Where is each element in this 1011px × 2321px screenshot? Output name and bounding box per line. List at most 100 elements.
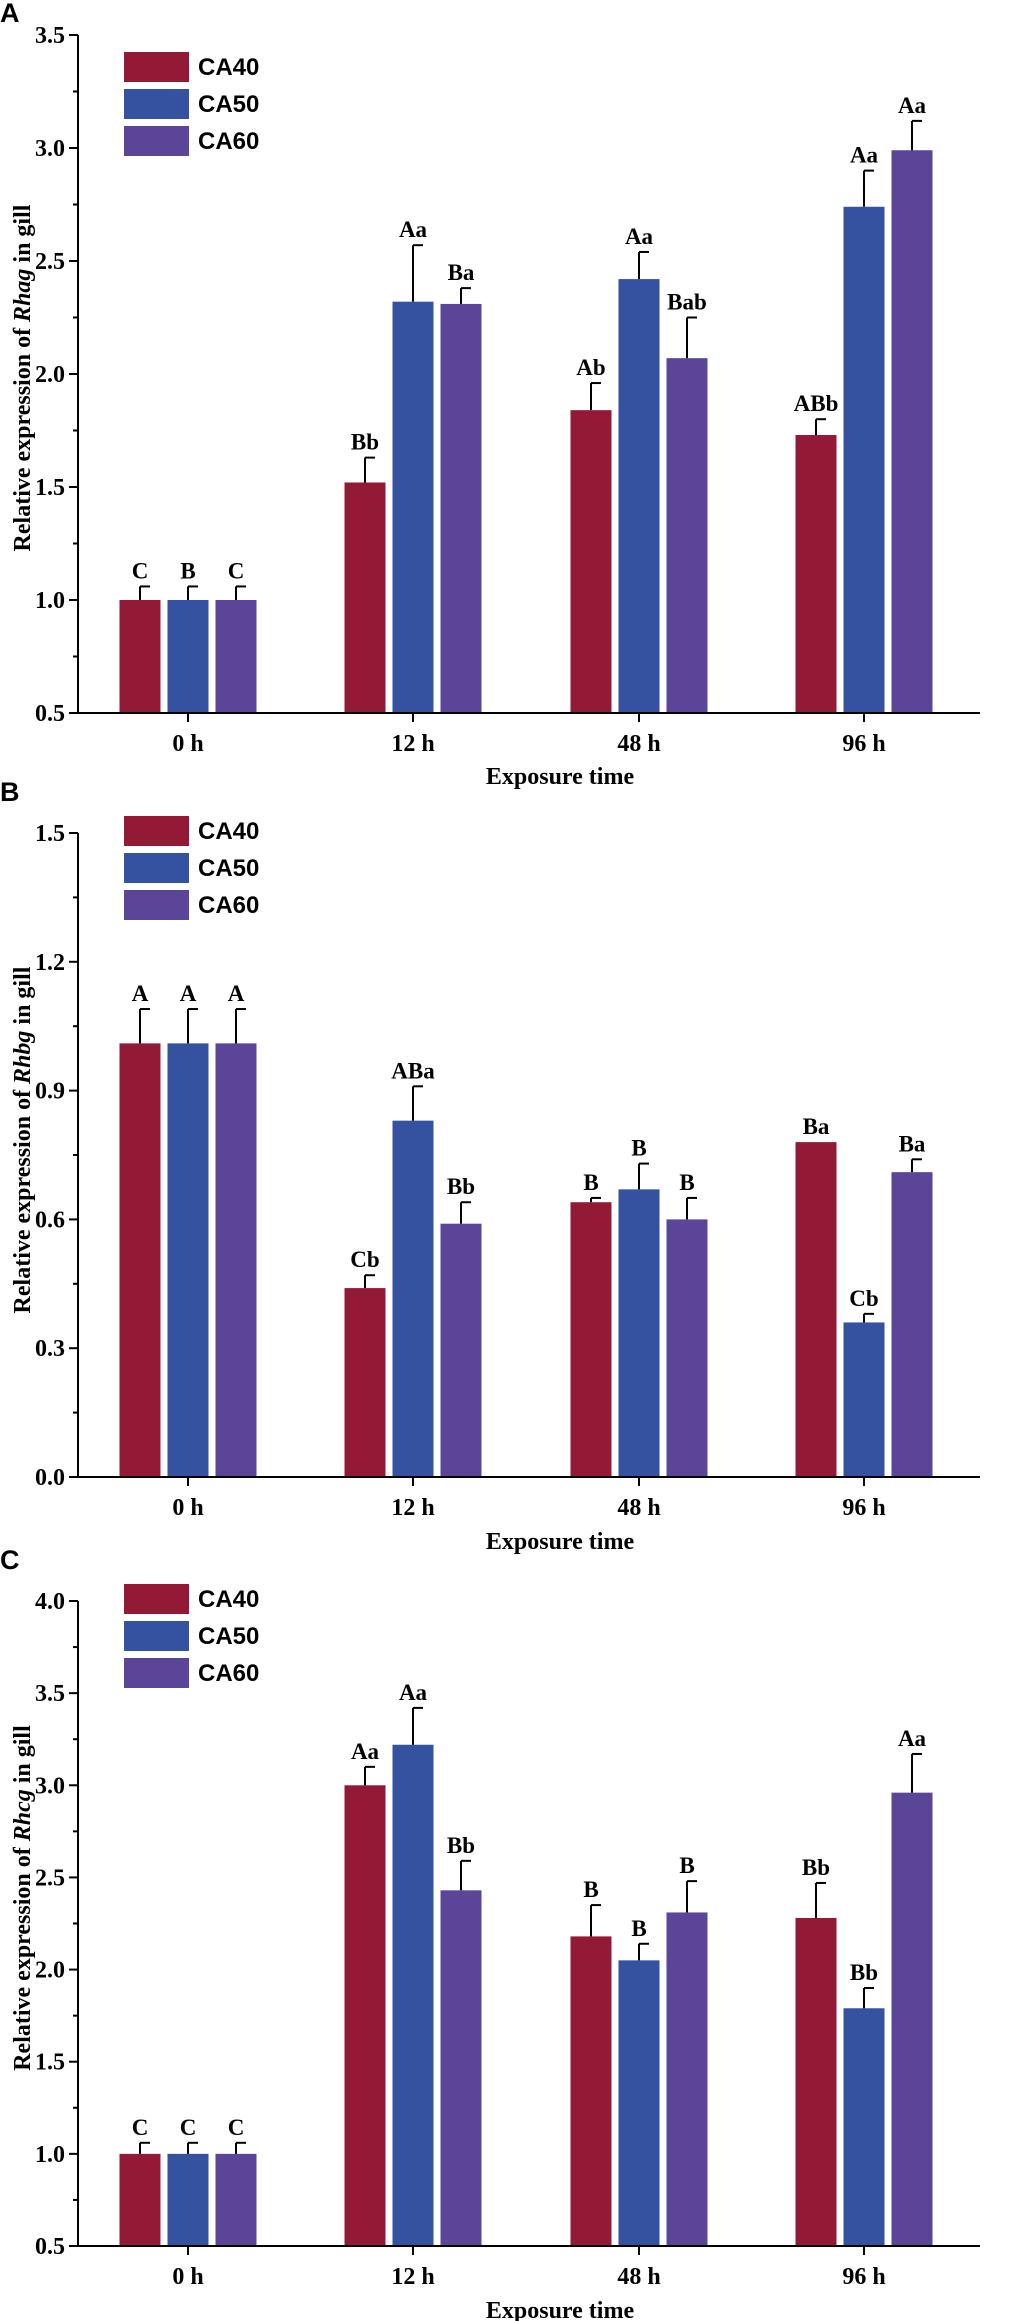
significance-label-c-ca40-3: Bb <box>802 1855 830 1880</box>
y-tick-label-c-4: 2.5 <box>35 1865 65 1891</box>
legend-label-ca40: CA40 <box>198 818 259 845</box>
x-tick-label-b-1: 12 h <box>391 1495 434 1521</box>
bar-c-ca60-1 <box>440 1890 482 2246</box>
x-tick-label-c-1: 12 h <box>391 2264 434 2290</box>
bar-c-ca60-0 <box>215 2153 257 2246</box>
legend-swatch-ca50 <box>124 1621 189 1651</box>
legend-label-ca50: CA50 <box>198 91 259 118</box>
legend-swatch-ca40 <box>124 816 189 846</box>
bar-c-ca40-0 <box>119 2153 161 2246</box>
panel-c-y-axis-title: Relative expression of Rhcg in gill <box>10 1725 36 2071</box>
panel-a-legend: CA40 CA50 CA60 <box>124 52 259 156</box>
significance-label-b-ca40-2: B <box>583 1170 598 1195</box>
significance-label-a-ca40-3: ABb <box>794 391 839 416</box>
panel-b-x-axis-title: Exposure time <box>486 1529 635 1555</box>
bar-b-ca40-2 <box>570 1202 612 1477</box>
panel-b-y-axis-title: Relative expression of Rhbg in gill <box>10 966 36 1313</box>
bar-a-ca50-1 <box>392 301 434 713</box>
panel-b: B Relative expression of Rhbg in gill Ex… <box>0 777 634 1555</box>
significance-label-a-ca60-2: Bab <box>667 290 707 315</box>
significance-label-b-ca60-1: Bb <box>447 1174 475 1199</box>
legend-item-ca40: CA40 <box>124 52 259 82</box>
bar-b-ca60-3 <box>891 1172 933 1477</box>
y-tick-label-a-1: 1.0 <box>35 588 65 614</box>
legend-swatch-ca40 <box>124 1584 189 1614</box>
legend-swatch-ca60 <box>124 126 189 156</box>
legend-item-ca40: CA40 <box>124 1584 259 1614</box>
legend-label-ca40: CA40 <box>198 1586 259 1613</box>
bar-c-ca50-2 <box>618 1960 660 2246</box>
y-tick-label-b-2: 0.6 <box>35 1207 65 1233</box>
bar-c-ca40-1 <box>344 1785 386 2246</box>
significance-label-a-ca60-3: Aa <box>898 93 927 118</box>
bar-a-ca50-0 <box>167 600 209 713</box>
bar-a-ca40-0 <box>119 600 161 713</box>
y-tick-label-c-5: 3.0 <box>35 1773 65 1799</box>
bar-c-ca40-2 <box>570 1936 612 2246</box>
significance-label-b-ca40-0: A <box>132 981 149 1006</box>
bar-b-ca60-2 <box>666 1219 708 1477</box>
bar-b-ca50-1 <box>392 1120 434 1477</box>
significance-label-b-ca40-3: Ba <box>803 1114 830 1139</box>
x-tick-label-a-0: 0 h <box>172 731 203 757</box>
significance-label-a-ca60-1: Ba <box>448 260 475 285</box>
bar-b-ca40-1 <box>344 1288 386 1477</box>
bar-b-ca50-0 <box>167 1043 209 1477</box>
legend-item-ca60: CA60 <box>124 1658 259 1688</box>
significance-label-b-ca50-0: A <box>180 981 197 1006</box>
y-tick-label-b-0: 0.0 <box>35 1465 65 1491</box>
legend-label-ca40: CA40 <box>198 54 259 81</box>
y-tick-label-c-6: 3.5 <box>35 1681 65 1707</box>
bar-b-ca60-1 <box>440 1223 482 1477</box>
y-tick-label-c-2: 1.5 <box>35 2050 65 2076</box>
panel-a-x-axis-title: Exposure time <box>486 764 635 790</box>
panel-c-letter: C <box>0 1545 20 1575</box>
legend-item-ca50: CA50 <box>124 1621 259 1651</box>
panel-b-legend: CA40 CA50 CA60 <box>124 816 259 920</box>
legend-item-ca60: CA60 <box>124 126 259 156</box>
legend-swatch-ca50 <box>124 853 189 883</box>
significance-label-c-ca40-2: B <box>583 1877 598 1902</box>
y-tick-label-a-3: 2.0 <box>35 362 65 388</box>
bar-a-ca60-1 <box>440 303 482 713</box>
bar-b-ca40-3 <box>795 1142 837 1477</box>
x-tick-label-a-1: 12 h <box>391 731 434 757</box>
bar-a-ca40-1 <box>344 482 386 713</box>
significance-label-c-ca60-1: Bb <box>447 1833 475 1858</box>
x-tick-label-b-2: 48 h <box>617 1495 660 1521</box>
legend-label-ca60: CA60 <box>198 128 259 155</box>
significance-label-c-ca50-3: Bb <box>850 1960 878 1985</box>
x-tick-label-b-0: 0 h <box>172 1495 203 1521</box>
legend-label-ca60: CA60 <box>198 1660 259 1687</box>
significance-label-a-ca40-1: Bb <box>351 430 379 455</box>
bar-c-ca60-3 <box>891 1792 933 2246</box>
significance-label-c-ca50-2: B <box>631 1916 646 1941</box>
significance-label-a-ca60-0: C <box>228 558 245 583</box>
panel-a: A Relative expression of Rhag in gill Ex… <box>0 0 634 790</box>
legend-item-ca50: CA50 <box>124 853 259 883</box>
y-tick-label-b-1: 0.3 <box>35 1336 65 1362</box>
panel-c-legend: CA40 CA50 CA60 <box>124 1584 259 1688</box>
y-tick-label-c-3: 2.0 <box>35 1958 65 1984</box>
legend-item-ca50: CA50 <box>124 89 259 119</box>
x-tick-label-a-3: 96 h <box>842 731 885 757</box>
y-tick-label-c-7: 4.0 <box>35 1589 65 1615</box>
significance-label-a-ca50-2: Aa <box>625 224 654 249</box>
legend-label-ca50: CA50 <box>198 855 259 882</box>
bar-a-ca60-2 <box>666 358 708 713</box>
y-tick-label-a-4: 2.5 <box>35 249 65 275</box>
legend-item-ca40: CA40 <box>124 816 259 846</box>
significance-label-a-ca50-1: Aa <box>399 217 428 242</box>
bar-b-ca50-3 <box>843 1322 885 1477</box>
significance-label-b-ca60-3: Ba <box>899 1131 926 1156</box>
bar-c-ca50-1 <box>392 1744 434 2246</box>
bar-c-ca60-2 <box>666 1912 708 2246</box>
significance-label-a-ca40-0: C <box>132 558 149 583</box>
significance-label-c-ca50-0: C <box>180 2115 197 2140</box>
significance-label-a-ca40-2: Ab <box>576 355 605 380</box>
significance-label-c-ca50-1: Aa <box>399 1680 428 1705</box>
bar-a-ca40-2 <box>570 410 612 713</box>
panel-a-plot: C Bb Ab ABb B Aa Aa Aa C Ba Bab Aa 0.5 1.0 1.5 2.0 2.5 3.… <box>35 23 980 757</box>
x-tick-label-c-3: 96 h <box>842 2264 885 2290</box>
panel-b-letter: B <box>0 777 20 807</box>
